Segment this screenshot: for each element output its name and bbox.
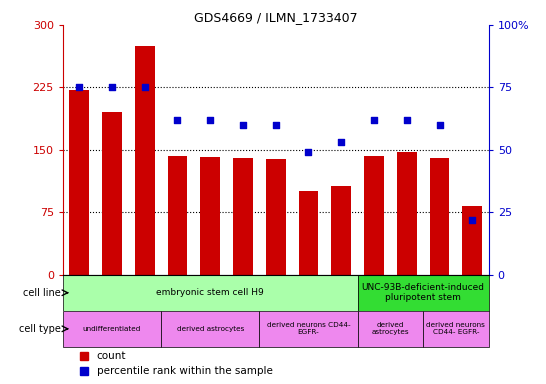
Text: cell line: cell line bbox=[23, 288, 61, 298]
Bar bbox=[358, 275, 489, 311]
Bar bbox=[397, 152, 417, 275]
Text: GSM997557: GSM997557 bbox=[140, 280, 149, 331]
Text: GSM997572: GSM997572 bbox=[402, 280, 411, 331]
Text: GSM997565: GSM997565 bbox=[239, 280, 247, 331]
Text: derived neurons CD44-
EGFR-: derived neurons CD44- EGFR- bbox=[266, 322, 351, 335]
Text: derived
astrocytes: derived astrocytes bbox=[372, 322, 409, 335]
Bar bbox=[299, 192, 318, 275]
Text: derived astrocytes: derived astrocytes bbox=[176, 326, 244, 332]
Bar bbox=[168, 156, 187, 275]
Point bbox=[402, 117, 411, 123]
Point bbox=[108, 84, 116, 91]
Point bbox=[206, 117, 215, 123]
Bar bbox=[358, 311, 423, 347]
Bar bbox=[266, 159, 286, 275]
Bar bbox=[102, 113, 122, 275]
Bar bbox=[259, 311, 358, 347]
Bar bbox=[462, 207, 482, 275]
Text: GSM997563: GSM997563 bbox=[173, 280, 182, 331]
Text: GSM997571: GSM997571 bbox=[370, 280, 378, 331]
Text: UNC-93B-deficient-induced
pluripotent stem: UNC-93B-deficient-induced pluripotent st… bbox=[361, 283, 485, 303]
Point bbox=[468, 217, 477, 223]
Point bbox=[304, 149, 313, 156]
Point bbox=[173, 117, 182, 123]
Text: embryonic stem cell H9: embryonic stem cell H9 bbox=[156, 288, 264, 297]
Bar bbox=[161, 311, 259, 347]
Text: GSM997569: GSM997569 bbox=[435, 280, 444, 331]
Text: GSM997566: GSM997566 bbox=[271, 280, 280, 331]
Bar bbox=[63, 311, 161, 347]
Bar bbox=[63, 275, 358, 311]
Text: count: count bbox=[97, 351, 126, 361]
Text: undifferentiated: undifferentiated bbox=[83, 326, 141, 332]
Text: percentile rank within the sample: percentile rank within the sample bbox=[97, 366, 273, 376]
Point bbox=[337, 139, 346, 146]
Bar bbox=[364, 156, 384, 275]
Bar bbox=[69, 90, 89, 275]
Point bbox=[239, 122, 247, 128]
Text: GSM997568: GSM997568 bbox=[337, 280, 346, 331]
Bar bbox=[430, 158, 449, 275]
Text: GSM997567: GSM997567 bbox=[304, 280, 313, 331]
Text: cell type: cell type bbox=[19, 324, 61, 334]
Text: GSM997564: GSM997564 bbox=[206, 280, 215, 331]
Point bbox=[435, 122, 444, 128]
Point bbox=[140, 84, 149, 91]
Title: GDS4669 / ILMN_1733407: GDS4669 / ILMN_1733407 bbox=[194, 11, 358, 24]
Bar bbox=[200, 157, 220, 275]
Bar bbox=[423, 311, 489, 347]
Bar bbox=[331, 185, 351, 275]
Point bbox=[370, 117, 378, 123]
Text: GSM997570: GSM997570 bbox=[468, 280, 477, 331]
Bar bbox=[135, 46, 155, 275]
Text: GSM997556: GSM997556 bbox=[108, 280, 116, 331]
Bar bbox=[233, 158, 253, 275]
Text: GSM997555: GSM997555 bbox=[75, 280, 84, 330]
Point bbox=[271, 122, 280, 128]
Text: derived neurons
CD44- EGFR-: derived neurons CD44- EGFR- bbox=[426, 322, 485, 335]
Point bbox=[75, 84, 84, 91]
